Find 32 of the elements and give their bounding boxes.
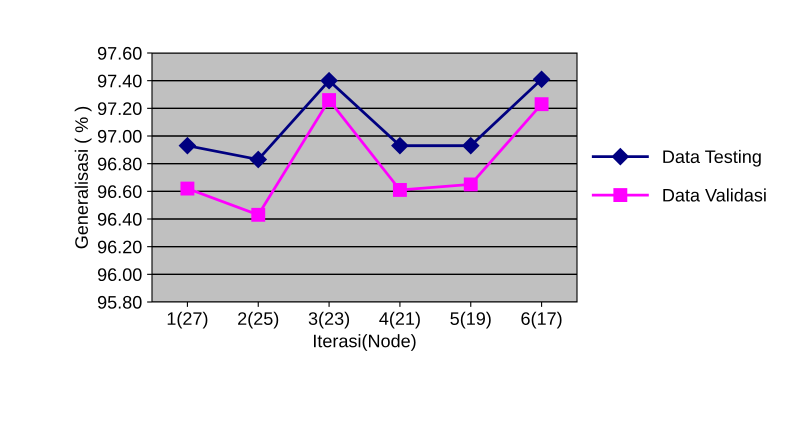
point	[533, 70, 550, 88]
x-tick-label: 4(21)	[379, 312, 420, 329]
x-tick-label: 6(17)	[521, 312, 562, 329]
x-axis-title: Iterasi(Node)	[314, 334, 416, 351]
y-tick-label: 96.20	[98, 240, 142, 254]
y-tick-label: 97.00	[98, 130, 142, 143]
point	[250, 150, 267, 168]
x-tick-label: 1(27)	[168, 312, 208, 329]
point	[391, 137, 408, 154]
point	[392, 183, 407, 197]
y-tick-label: 97.40	[98, 74, 142, 88]
y-tick-label: 97.20	[98, 102, 142, 116]
point	[178, 137, 196, 154]
x-tick-label: 2(25)	[238, 312, 278, 329]
point	[462, 137, 480, 154]
point	[322, 93, 336, 107]
y-tick-label: 95.80	[98, 296, 142, 309]
point	[251, 208, 266, 222]
y-tick-label: 96.80	[98, 158, 142, 170]
x-tick-label: 3(23)	[308, 312, 350, 329]
y-axis-title: Generalisasi ( % )	[74, 106, 92, 248]
y-tick-label: 96.60	[98, 185, 142, 198]
point	[180, 182, 194, 196]
legend-label: Data Testing	[663, 150, 761, 167]
y-tick-label: 96.00	[98, 268, 142, 282]
y-tick-label: 97.60	[98, 46, 142, 60]
y-tick-label: 96.40	[98, 212, 142, 226]
point	[320, 72, 338, 90]
legend-label: Data Validasi	[663, 188, 766, 202]
x-tick-label: 5(19)	[450, 312, 491, 329]
point	[534, 97, 549, 112]
point	[464, 177, 478, 192]
